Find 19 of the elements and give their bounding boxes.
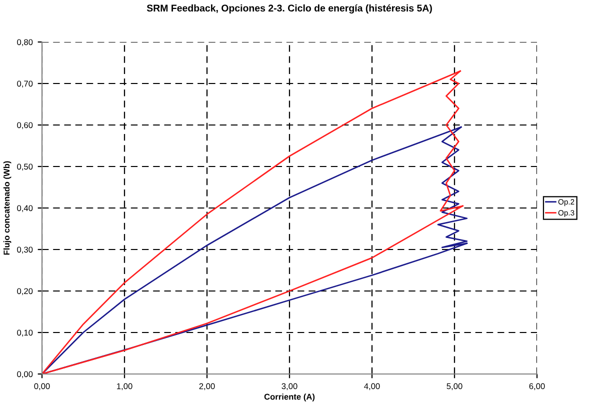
x-tick-label: 3,00 [282,383,298,390]
y-tick-label: 0,20 [17,288,33,296]
y-tick-label: 0,30 [17,246,33,254]
x-tick-label: 5,00 [446,383,462,390]
x-tick-label: 0,00 [34,383,50,390]
x-tick-label: 2,00 [199,383,215,390]
y-tick-label: 0,40 [17,205,33,212]
y-tick-label: 0,60 [17,122,33,130]
y-tick-label: 0,50 [17,164,33,171]
y-tick-label: 0,70 [17,80,33,88]
x-tick-label: 1,00 [117,383,132,390]
x-tick-label: 6,00 [529,383,545,390]
y-tick-label: 0,10 [17,330,33,337]
x-tick-label: 4,00 [364,383,380,390]
y-axis-title: Flujo concatenado (Wb) [3,161,12,255]
x-axis-title: Corriente (A) [264,394,315,402]
chart-title: SRM Feedback, Opciones 2-3. Ciclo de energía (histéresis 5A) [146,4,432,14]
y-tick-label: 0,80 [17,39,33,46]
y-tick-label: 0,00 [17,371,33,378]
